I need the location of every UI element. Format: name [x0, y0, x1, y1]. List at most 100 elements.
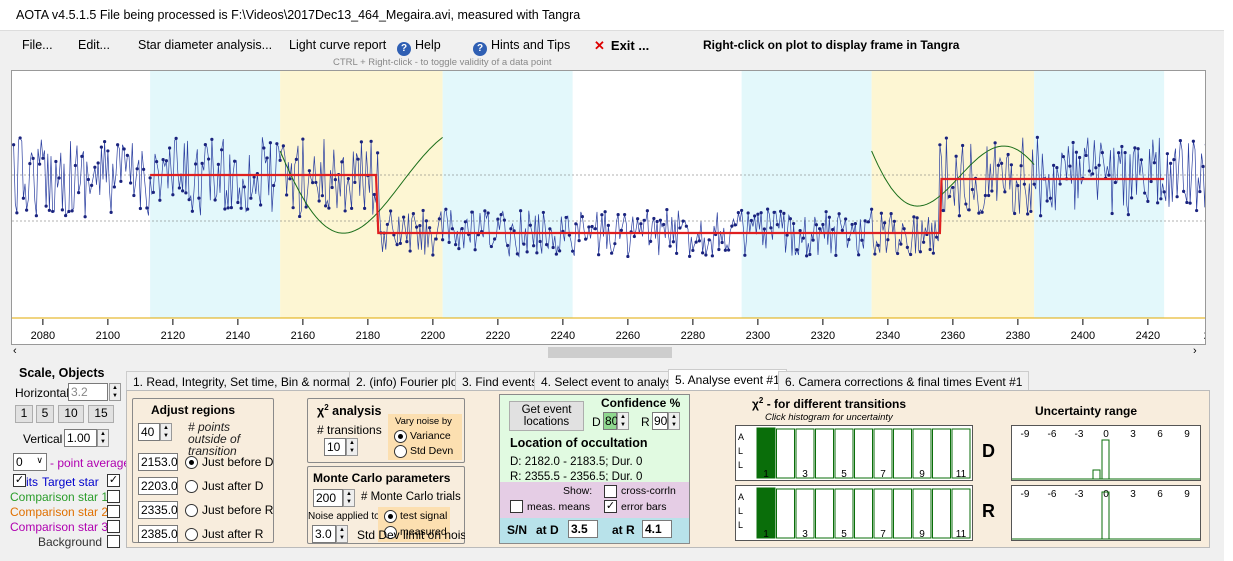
- data-point: [577, 239, 581, 243]
- scroll-thumb[interactable]: [548, 347, 672, 358]
- tab-analyse-event[interactable]: 5. Analyse event #1: [668, 369, 787, 391]
- menu-edit[interactable]: Edit...: [78, 38, 110, 52]
- scale-button-5[interactable]: 5: [36, 405, 54, 423]
- horizontal-spinner[interactable]: ▲ ▼: [109, 383, 121, 401]
- radio-before-d[interactable]: [185, 456, 198, 469]
- menu-light-curve-report[interactable]: Light curve report: [289, 38, 387, 52]
- confidence-r-input[interactable]: 90: [652, 412, 668, 430]
- point-average-select[interactable]: 0 ∨: [13, 453, 47, 471]
- radio-std-devn[interactable]: [394, 445, 407, 458]
- comparison-star-2-checkbox[interactable]: [107, 505, 120, 518]
- data-point: [850, 222, 854, 227]
- scale-button-15[interactable]: 15: [88, 405, 114, 423]
- radio-measured[interactable]: [384, 526, 397, 539]
- comparison-star-1-checkbox[interactable]: [107, 490, 120, 503]
- monte-carlo-trials-spinner[interactable]: ▲ ▼: [343, 489, 355, 507]
- vertical-scale-input[interactable]: 1.00: [64, 429, 97, 447]
- chi2-histogram-d[interactable]: A L L 1 3 5 7 9 11: [735, 425, 973, 481]
- light-curve-plot[interactable]: 2080 2100 2120 2140 2160 2180 2200 2220 2240 2260…: [11, 70, 1222, 345]
- menu-file[interactable]: File...: [22, 38, 53, 52]
- data-point: [80, 154, 84, 159]
- points-outside-label: # points outside of transition: [188, 420, 241, 458]
- tab-read-integrity[interactable]: 1. Read, Integrity, Set time, Bin & norm…: [126, 371, 372, 391]
- meas-means-checkbox[interactable]: [510, 500, 523, 513]
- horizontal-scale-input[interactable]: 3.2: [68, 383, 108, 401]
- data-point: [1198, 189, 1202, 194]
- data-point: [853, 222, 857, 226]
- radio-after-r[interactable]: [185, 528, 198, 541]
- plot-scrollbar[interactable]: ‹ ›: [11, 345, 1206, 360]
- data-point: [1107, 173, 1111, 177]
- target-star-checkbox[interactable]: ✓: [107, 474, 120, 487]
- data-point: [327, 206, 331, 210]
- menu-exit[interactable]: ✕ Exit ...: [594, 38, 649, 54]
- tab-fourier[interactable]: 2. (info) Fourier plot: [349, 371, 468, 391]
- data-point: [606, 223, 610, 227]
- uncertainty-tick-label: 9: [1184, 429, 1190, 440]
- data-point: [164, 159, 168, 163]
- chi2-analysis-group: χ2 analysis # transitions 10 ▲ ▼ Vary noi…: [307, 398, 465, 463]
- vertical-spinner[interactable]: ▲ ▼: [97, 429, 109, 447]
- confidence-d-input[interactable]: 80: [603, 412, 619, 430]
- data-point: [369, 139, 373, 143]
- data-point: [486, 211, 490, 215]
- cross-corr-checkbox[interactable]: [604, 485, 617, 498]
- scale-button-10[interactable]: 10: [58, 405, 84, 423]
- uncertainty-tick-label: 6: [1157, 429, 1163, 440]
- region-value-after-r[interactable]: 2385.0: [138, 525, 178, 543]
- menu-help[interactable]: ? Help: [397, 38, 441, 56]
- tab-find-events[interactable]: 3. Find events: [455, 371, 545, 391]
- data-point: [515, 252, 519, 256]
- data-point: [324, 204, 328, 208]
- data-point: [236, 200, 240, 205]
- tab-camera-corrections[interactable]: 6. Camera corrections & final times Even…: [778, 371, 1030, 391]
- plot-svg[interactable]: 2080 2100 2120 2140 2160 2180 2200 2220 2240 2260…: [12, 71, 1222, 344]
- scale-button-1[interactable]: 1: [15, 405, 33, 423]
- radio-before-r[interactable]: [185, 504, 198, 517]
- x-tick-label: 2180: [356, 330, 380, 342]
- get-event-locations-button[interactable]: Get event locations: [509, 401, 584, 431]
- transitions-spinner[interactable]: ▲ ▼: [346, 438, 358, 456]
- uncertainty-tick-label: 3: [1130, 489, 1136, 500]
- data-point: [223, 207, 227, 211]
- monte-carlo-trials-input[interactable]: 200: [313, 489, 343, 507]
- points-outside-spinner[interactable]: ▲ ▼: [160, 423, 172, 441]
- data-point: [428, 226, 432, 230]
- error-bars-checkbox[interactable]: ✓: [604, 500, 617, 513]
- uncertainty-tick-label: -6: [1048, 429, 1057, 440]
- data-point: [603, 210, 607, 214]
- menu-star-diameter[interactable]: Star diameter analysis...: [138, 38, 273, 52]
- tab-select-event[interactable]: 4. Select event to analyse: [534, 371, 686, 391]
- region-value-before-r[interactable]: 2335.0: [138, 501, 178, 519]
- data-point: [525, 250, 529, 254]
- data-point: [957, 214, 961, 218]
- confidence-d-spinner[interactable]: ▲ ▼: [617, 412, 629, 430]
- data-point: [291, 206, 295, 210]
- transitions-input[interactable]: 10: [324, 438, 346, 456]
- target-star-left-checkbox[interactable]: ✓: [13, 474, 26, 487]
- scroll-right-icon[interactable]: ›: [1193, 345, 1197, 357]
- background-checkbox[interactable]: [107, 535, 120, 548]
- region-value-after-d[interactable]: 2203.0: [138, 477, 178, 495]
- data-point: [431, 253, 435, 257]
- std-dev-limit-input[interactable]: 3.0: [312, 525, 336, 543]
- data-point: [434, 237, 438, 241]
- radio-after-d[interactable]: [185, 480, 198, 493]
- data-point: [25, 208, 29, 212]
- menu-hints[interactable]: ? Hints and Tips: [473, 38, 570, 56]
- region-value-before-d[interactable]: 2153.0: [138, 453, 178, 471]
- scroll-left-icon[interactable]: ‹: [13, 345, 17, 357]
- data-point: [655, 219, 659, 224]
- histogram-d-label: D: [982, 441, 995, 461]
- histogram-bar: [912, 428, 932, 479]
- radio-test-signal[interactable]: [384, 510, 397, 523]
- radio-variance[interactable]: [394, 430, 407, 443]
- data-point: [541, 210, 545, 215]
- confidence-r-spinner[interactable]: ▲ ▼: [668, 412, 680, 430]
- comparison-star-3-checkbox[interactable]: [107, 520, 120, 533]
- points-outside-input[interactable]: 40: [138, 423, 160, 441]
- chi2-histogram-r[interactable]: A L L 1 3 5 7 9 11: [735, 485, 973, 541]
- std-dev-limit-spinner[interactable]: ▲ ▼: [336, 525, 348, 543]
